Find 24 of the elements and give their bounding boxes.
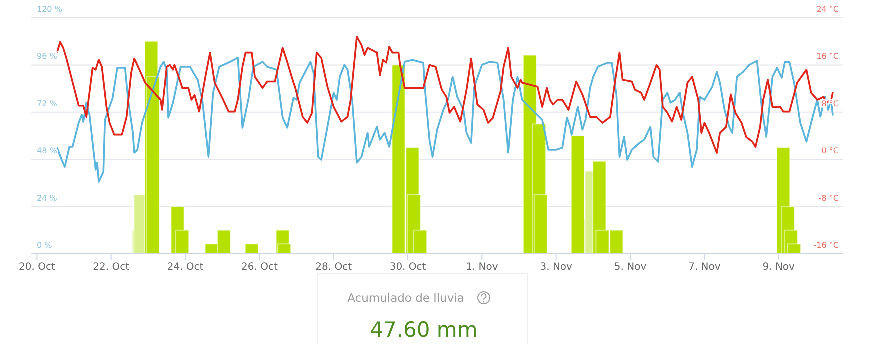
y-tick-label: 96 % xyxy=(37,52,58,62)
y2-tick-label: 24 °C xyxy=(816,5,840,14)
x-tick-label: 28. Oct xyxy=(316,262,352,273)
x-tick-label: 1. Nov xyxy=(466,262,498,273)
y-tick-label: 48 % xyxy=(37,146,58,156)
x-tick-label: 9. Nov xyxy=(762,262,796,273)
x-tick-label: 20. Oct xyxy=(18,262,56,273)
x-tick-label: 7. Nov xyxy=(688,262,721,273)
y2-tick-label: 0 °C xyxy=(822,146,840,156)
y2-tick-label: -16 °C xyxy=(814,241,840,250)
x-tick-label: 30. Oct xyxy=(390,262,426,273)
x-tick-label: 22. Oct xyxy=(93,262,130,273)
y-tick-label: 24 % xyxy=(37,194,58,203)
y-tick-label: 120 % xyxy=(37,5,63,14)
text: 47.60 mm xyxy=(370,318,478,342)
text: Acumulado de lluvia xyxy=(348,291,464,305)
x-tick-label: 3. Nov xyxy=(540,262,573,273)
y-tick-label: 72 % xyxy=(37,99,58,108)
y2-tick-label: 16 °C xyxy=(816,52,840,62)
x-tick-label: 26. Oct xyxy=(242,262,278,273)
x-tick-label: 5. Nov xyxy=(614,262,647,273)
y-tick-label: 0 % xyxy=(37,241,53,250)
y2-tick-label: -8 °C xyxy=(818,194,840,203)
x-tick-label: 24. Oct xyxy=(167,262,204,273)
